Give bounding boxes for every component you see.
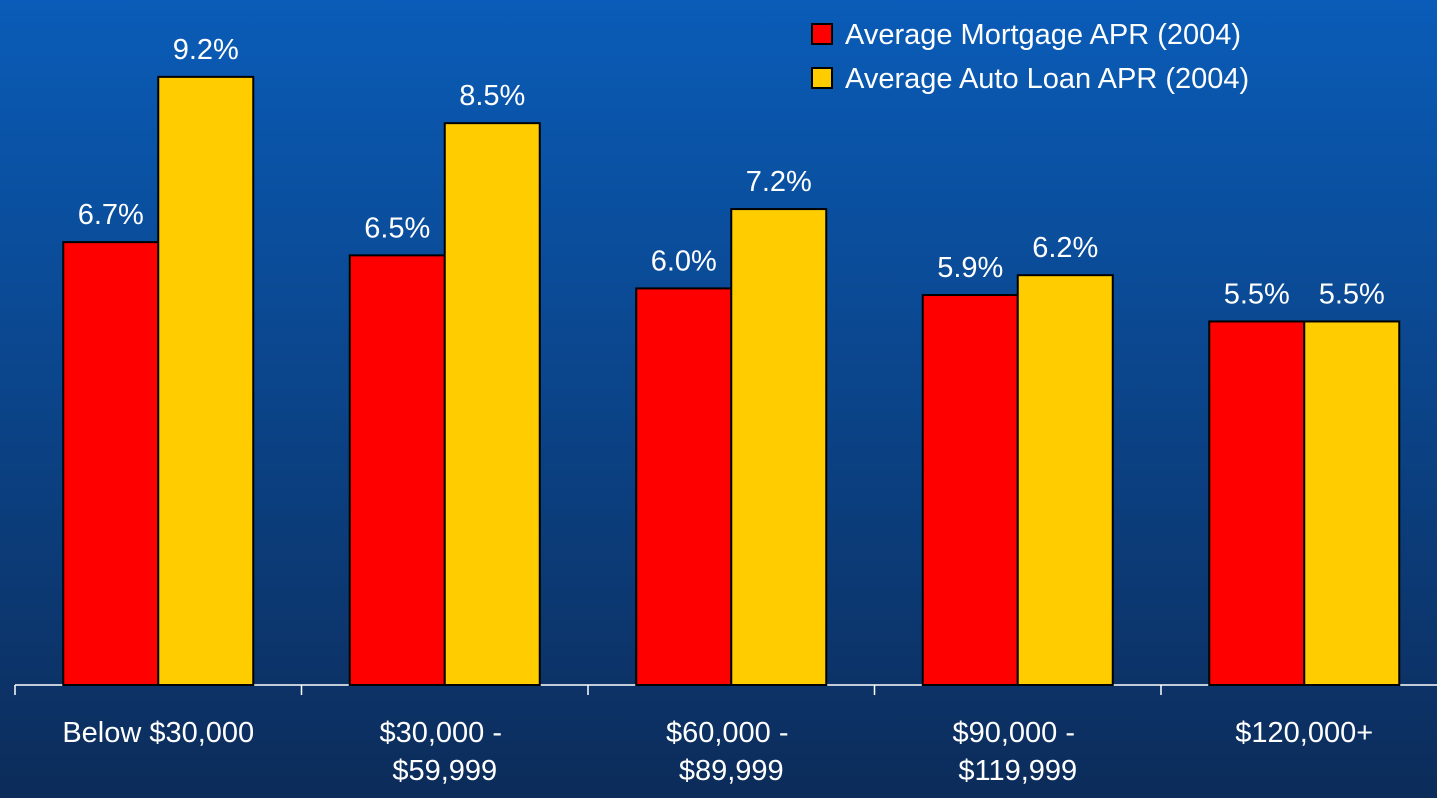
- bar: [443, 122, 541, 686]
- bar: [1208, 320, 1306, 686]
- bar: [62, 241, 160, 686]
- data-label: 6.2%: [1032, 232, 1098, 264]
- x-tick-label: $120,000+: [1235, 717, 1373, 749]
- x-tick-label: Below $30,000: [62, 717, 254, 749]
- bar: [921, 294, 1019, 686]
- bar: [348, 254, 446, 686]
- data-label: 6.5%: [364, 212, 430, 244]
- data-label: 7.2%: [746, 166, 812, 198]
- bar: [1303, 320, 1401, 686]
- data-label: 6.7%: [78, 199, 144, 231]
- legend-label: Average Auto Loan APR (2004): [845, 63, 1249, 95]
- bar: [730, 208, 828, 687]
- data-label: 6.0%: [651, 245, 717, 277]
- data-label: 8.5%: [459, 80, 525, 112]
- x-tick-label: $30,000 - $59,999: [379, 717, 510, 787]
- bar: [157, 75, 255, 686]
- legend-swatch: [811, 67, 833, 89]
- bar: [635, 287, 733, 686]
- data-label: 5.5%: [1224, 278, 1290, 310]
- x-tick-label: $60,000 - $89,999: [666, 717, 797, 787]
- data-label: 5.5%: [1319, 278, 1385, 310]
- bar: [1016, 274, 1114, 686]
- data-label: 9.2%: [173, 34, 239, 66]
- legend-swatch: [811, 23, 833, 45]
- data-label: 5.9%: [937, 252, 1003, 284]
- x-tick-label: $90,000 - $119,999: [952, 717, 1083, 787]
- legend-label: Average Mortgage APR (2004): [845, 19, 1241, 51]
